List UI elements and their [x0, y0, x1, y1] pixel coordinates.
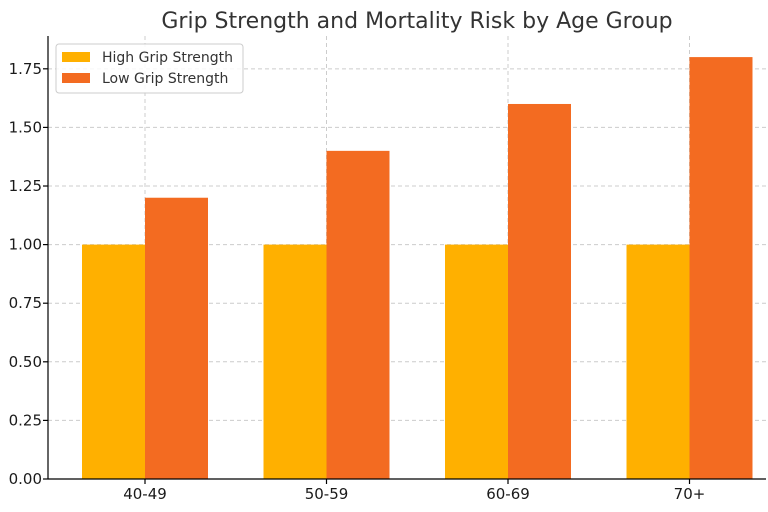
- chart-title: Grip Strength and Mortality Risk by Age …: [161, 9, 672, 34]
- x-tick-label: 50-59: [305, 485, 349, 503]
- y-tick-label: 0.50: [9, 353, 42, 371]
- y-tick-label: 1.00: [9, 236, 42, 254]
- bar-high-grip: [82, 244, 145, 479]
- y-tick-label: 0.25: [9, 411, 42, 429]
- x-tick-label: 70+: [674, 485, 706, 503]
- legend-swatch: [62, 52, 90, 62]
- bar-low-grip: [145, 197, 208, 479]
- y-tick-label: 0.00: [9, 470, 42, 488]
- y-tick-label: 1.50: [9, 118, 42, 136]
- legend-swatch: [62, 73, 90, 83]
- bar-low-grip: [508, 103, 571, 479]
- bar-high-grip: [263, 244, 327, 479]
- legend: High Grip Strength Low Grip Strength: [55, 43, 244, 94]
- legend-box: [55, 43, 244, 94]
- y-tick-label: 1.75: [9, 60, 42, 78]
- legend-label: High Grip Strength: [102, 50, 233, 66]
- bar-low-grip: [689, 57, 753, 479]
- bar-high-grip: [626, 244, 690, 479]
- y-tick-label: 0.75: [9, 294, 42, 312]
- x-tick-label: 60-69: [486, 485, 530, 503]
- x-tick-label: 40-49: [123, 485, 167, 503]
- bar-low-grip: [326, 150, 390, 479]
- legend-label: Low Grip Strength: [102, 71, 228, 87]
- bar-high-grip: [445, 244, 508, 479]
- y-tick-label: 1.25: [9, 177, 42, 195]
- bars: [82, 57, 753, 479]
- axes: 0.00 0.25 0.50 0.75 1.00 1.25 1.50 1.75 40-49 50-…: [9, 36, 766, 503]
